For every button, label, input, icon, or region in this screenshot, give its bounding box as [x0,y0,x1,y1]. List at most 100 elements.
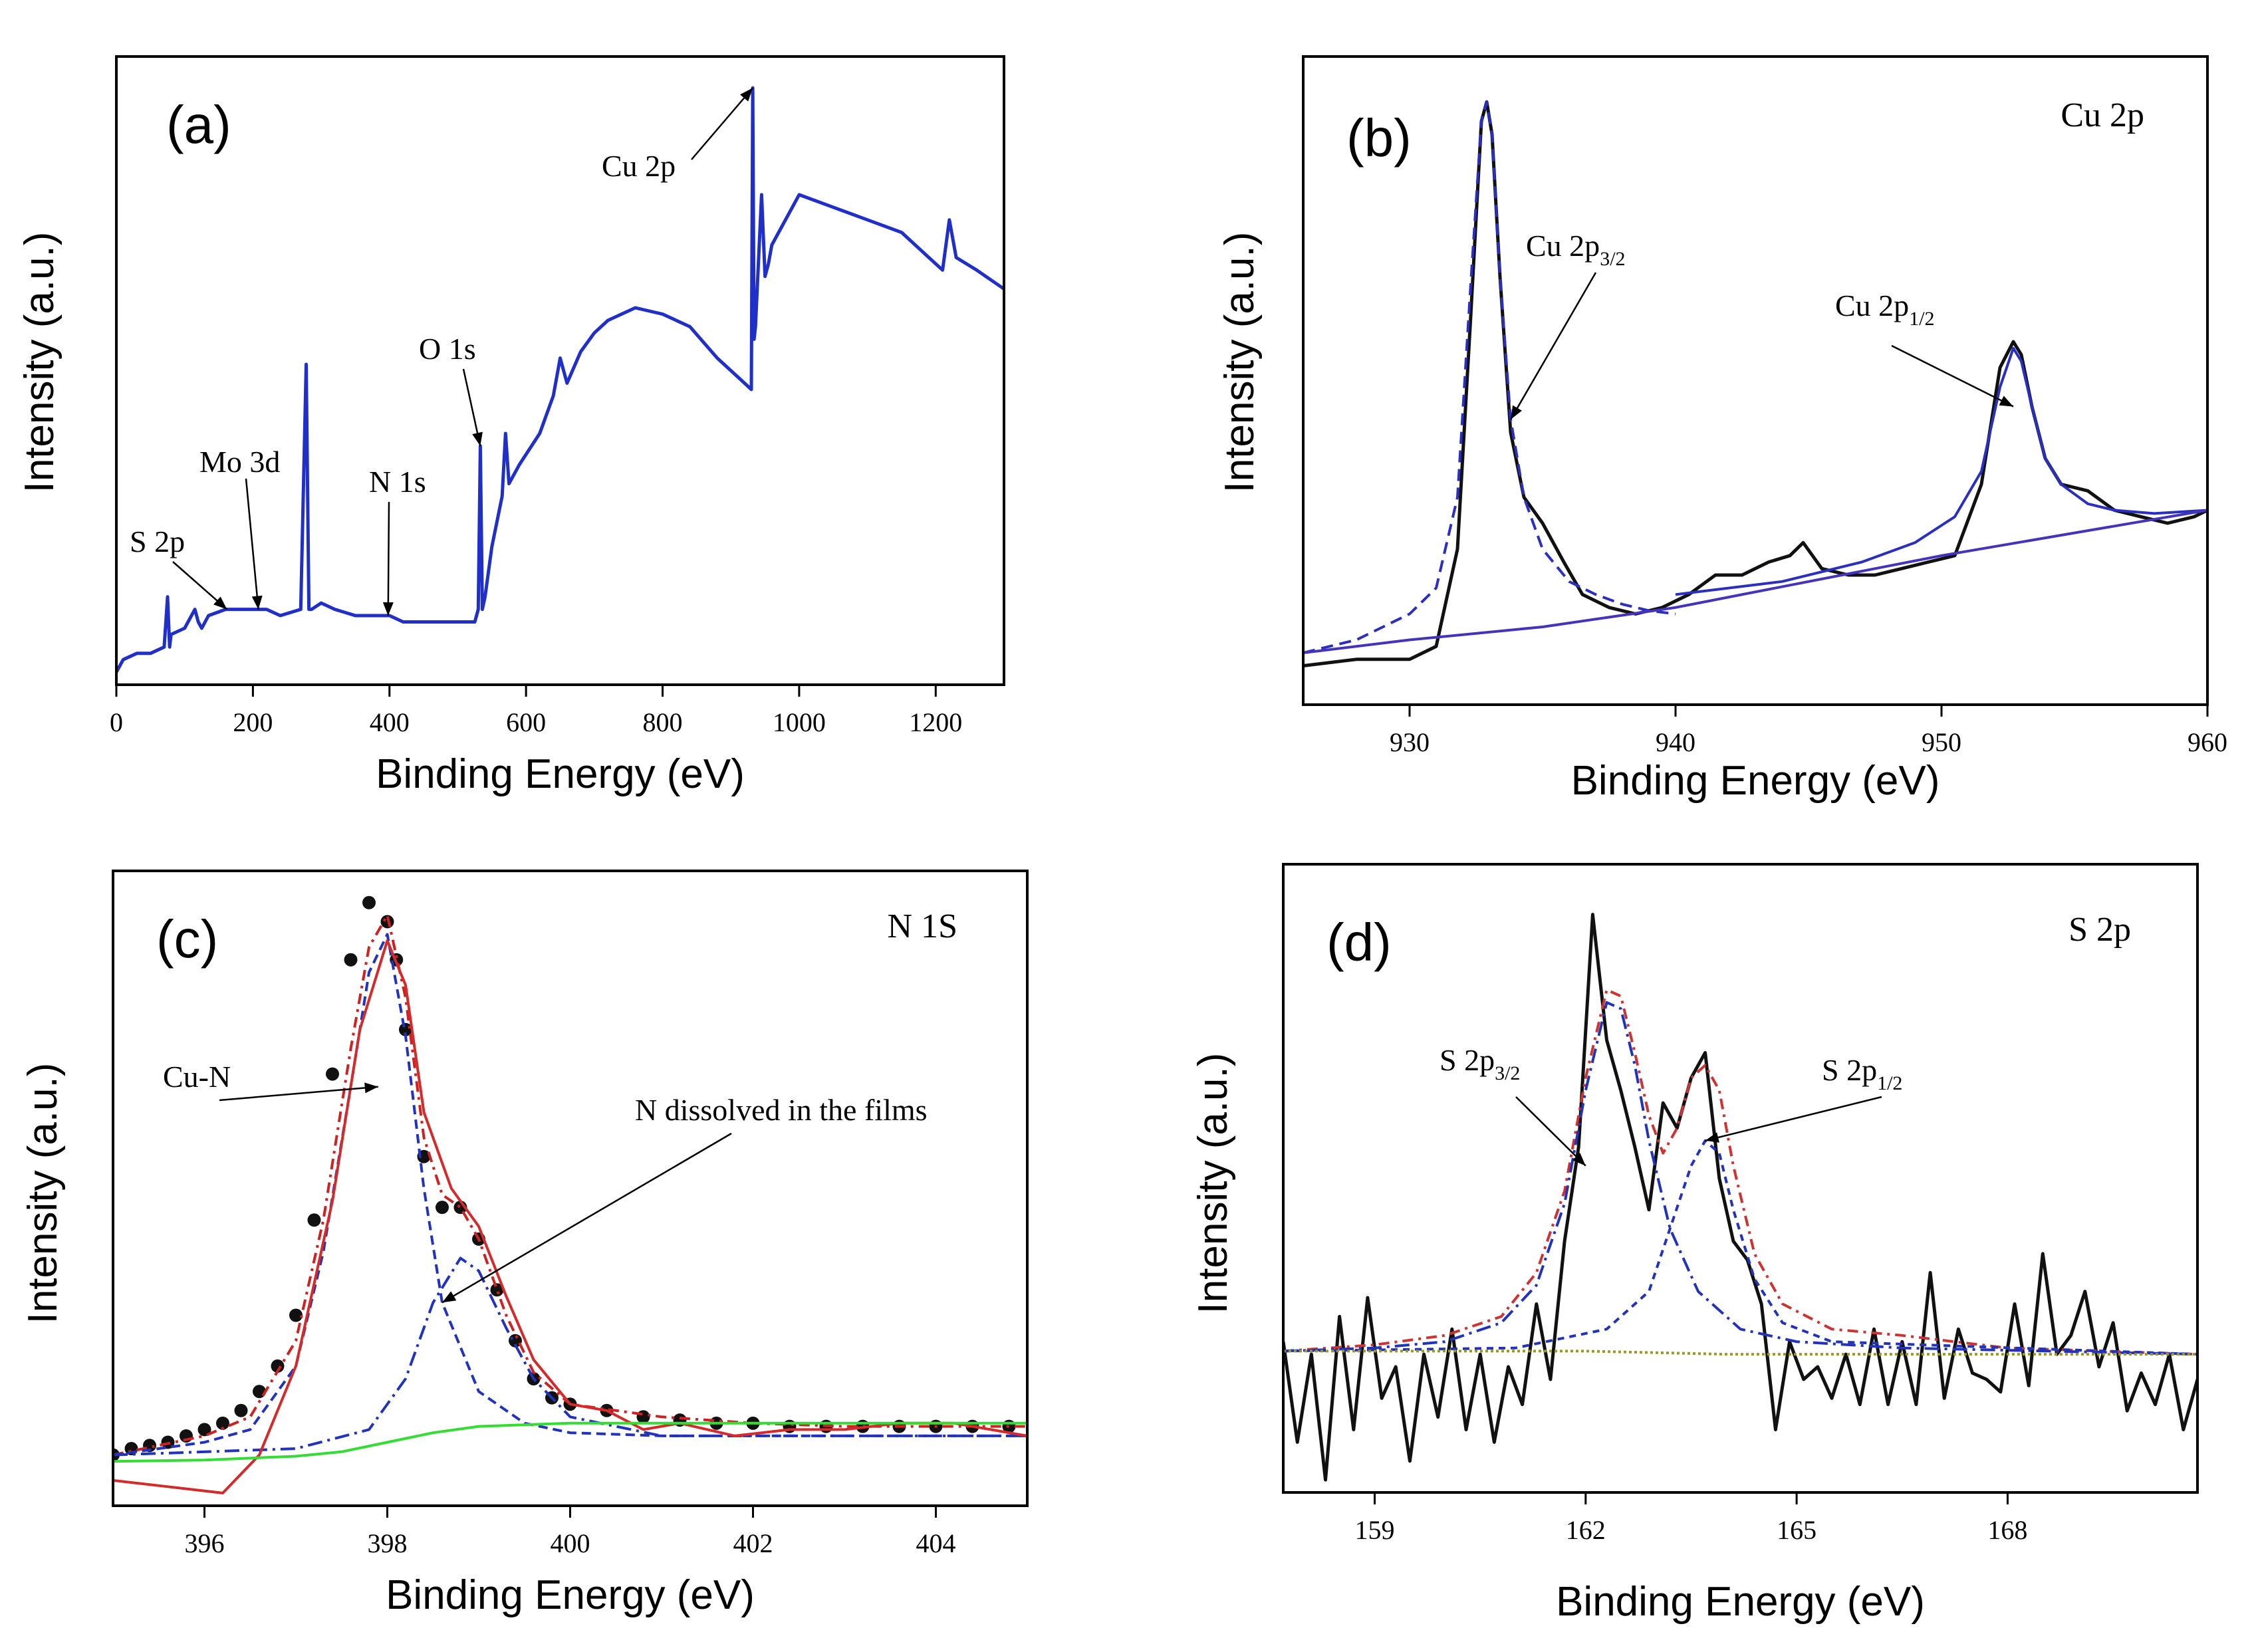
x-tick-label: 396 [185,1528,225,1558]
panel-d: 159 162 165 168 Binding Energy (eV) Intensity… [1190,863,2199,1625]
annotation-arrow-head [213,596,227,610]
x-tick-label: 159 [1355,1515,1395,1545]
annotation-arrow-line [1891,344,2014,408]
data-point [326,1067,339,1081]
annotation-arrow-line [1509,272,1597,420]
annotation-arrow-line [387,501,390,616]
annotation-label: N dissolved in the films [635,1093,928,1127]
x-axis-title: Binding Energy (eV) [386,1572,755,1618]
data-point [344,953,358,967]
annotation-arrow-line [245,478,259,610]
annotation-label-main: Cu 2p [1526,229,1600,263]
plot-area [1303,100,2207,667]
panel-letter: (c) [156,909,218,969]
series-n-dissolved-component [113,1256,1027,1457]
data-point [271,1359,285,1373]
panel-c: 396 398 400 402 404 Binding Energy (eV) Intens… [20,870,1029,1618]
x-tick-label: 162 [1566,1515,1606,1545]
series-measured-dots- [113,895,1016,1462]
series-fit-cu-2p3-2 [1303,100,1676,654]
annotation-label-subscript: 3/2 [1600,248,1625,270]
annotation-arrow-line [691,87,754,160]
series-raw [113,939,1027,1494]
plot-area [113,895,1027,1494]
series-cu-n-component [113,933,1027,1457]
data-point [289,1308,303,1322]
annotation-label: Mo 3d [199,445,280,479]
annotation-label-main: Cu 2p [1835,289,1909,322]
annotation-arrow-line [219,1086,378,1102]
x-tick-label: 800 [643,707,683,737]
series-fit-cu-2p1-2 [1675,346,2207,596]
annotation-arrow-line [1705,1096,1882,1142]
annotation-arrow-head [1705,1132,1719,1143]
series-fit-envelope [1283,989,2197,1356]
annotation-label-main: N 1s [369,465,426,499]
annotation-arrow-head [1999,396,2013,407]
x-axis-title: Binding Energy (eV) [1556,1579,1925,1625]
annotation-label: S 2p1/2 [1822,1053,1902,1094]
data-point [307,1213,321,1227]
panel-letter: (b) [1346,108,1412,168]
annotation-label-subscript: 3/2 [1495,1062,1520,1084]
panel-b: 930 940 950 960 Binding Energy (eV) Intensity… [1217,55,2227,804]
data-point [490,1283,504,1297]
annotation-label: Cu 2p3/2 [1526,229,1626,270]
annotation-label-main: O 1s [419,332,476,366]
annotation-label-main: Cu-N [163,1060,231,1094]
x-axis-title: Binding Energy (eV) [376,751,745,797]
annotation-label: Cu-N [163,1060,231,1094]
data-point [234,1403,248,1417]
data-point [436,1201,449,1215]
annotation-arrow-head [251,595,263,610]
annotation-label: Cu 2p [602,149,676,183]
x-tick-label: 400 [370,707,410,737]
annotation-arrow-head [364,1082,378,1094]
x-tick-label: 1200 [909,707,962,737]
annotation-label-main: N dissolved in the films [635,1093,928,1127]
annotation-arrow-line [1515,1096,1586,1167]
annotation-arrow-head [1511,405,1522,419]
annotation-label-subscript: 1/2 [1909,308,1934,330]
annotation-label: N 1s [369,465,426,499]
x-tick-label: 600 [506,707,546,737]
y-axis-title: Intensity (a.u.) [1190,1053,1236,1314]
x-tick-label: 165 [1777,1515,1816,1545]
annotation-label: O 1s [419,332,476,366]
plot-area [1283,913,2197,1482]
data-point [216,1416,229,1430]
series-s-2p1-2-component [1283,1139,2197,1356]
element-label: N 1S [888,907,957,945]
annotation-label: S 2p3/2 [1440,1043,1520,1084]
element-label: Cu 2p [2061,96,2144,134]
plot-area [116,86,1004,673]
panel-letter: (d) [1326,913,1392,972]
x-tick-label: 0 [110,707,123,737]
x-tick-label: 950 [1922,727,1961,757]
annotation-arrow-head [472,431,483,446]
annotation-arrow-head [1572,1152,1586,1166]
series-survey [116,86,1004,673]
annotation-label-main: S 2p [130,525,185,558]
x-tick-label: 1000 [773,707,826,737]
x-tick-label: 960 [2188,727,2227,757]
annotation-label: S 2p [130,525,185,558]
data-point [636,1410,650,1424]
annotation-arrow-line [441,1132,732,1304]
panel-letter: (a) [166,95,231,154]
x-tick-label: 400 [551,1528,590,1558]
x-tick-label: 402 [733,1528,773,1558]
x-tick-label: 398 [368,1528,408,1558]
annotation-label-subscript: 1/2 [1877,1072,1902,1094]
plot-frame [1282,863,2199,1494]
annotation-label: Cu 2p1/2 [1835,289,1935,330]
plot-frame [115,55,1005,686]
data-point [362,895,376,909]
annotation-label-main: S 2p [1822,1053,1877,1087]
element-label: S 2p [2068,911,2131,949]
x-tick-label: 930 [1390,727,1430,757]
annotation-label-main: S 2p [1440,1043,1495,1077]
annotation-label-main: Mo 3d [199,445,280,479]
annotation-arrow-head [442,1291,457,1303]
x-tick-label: 404 [916,1528,956,1558]
